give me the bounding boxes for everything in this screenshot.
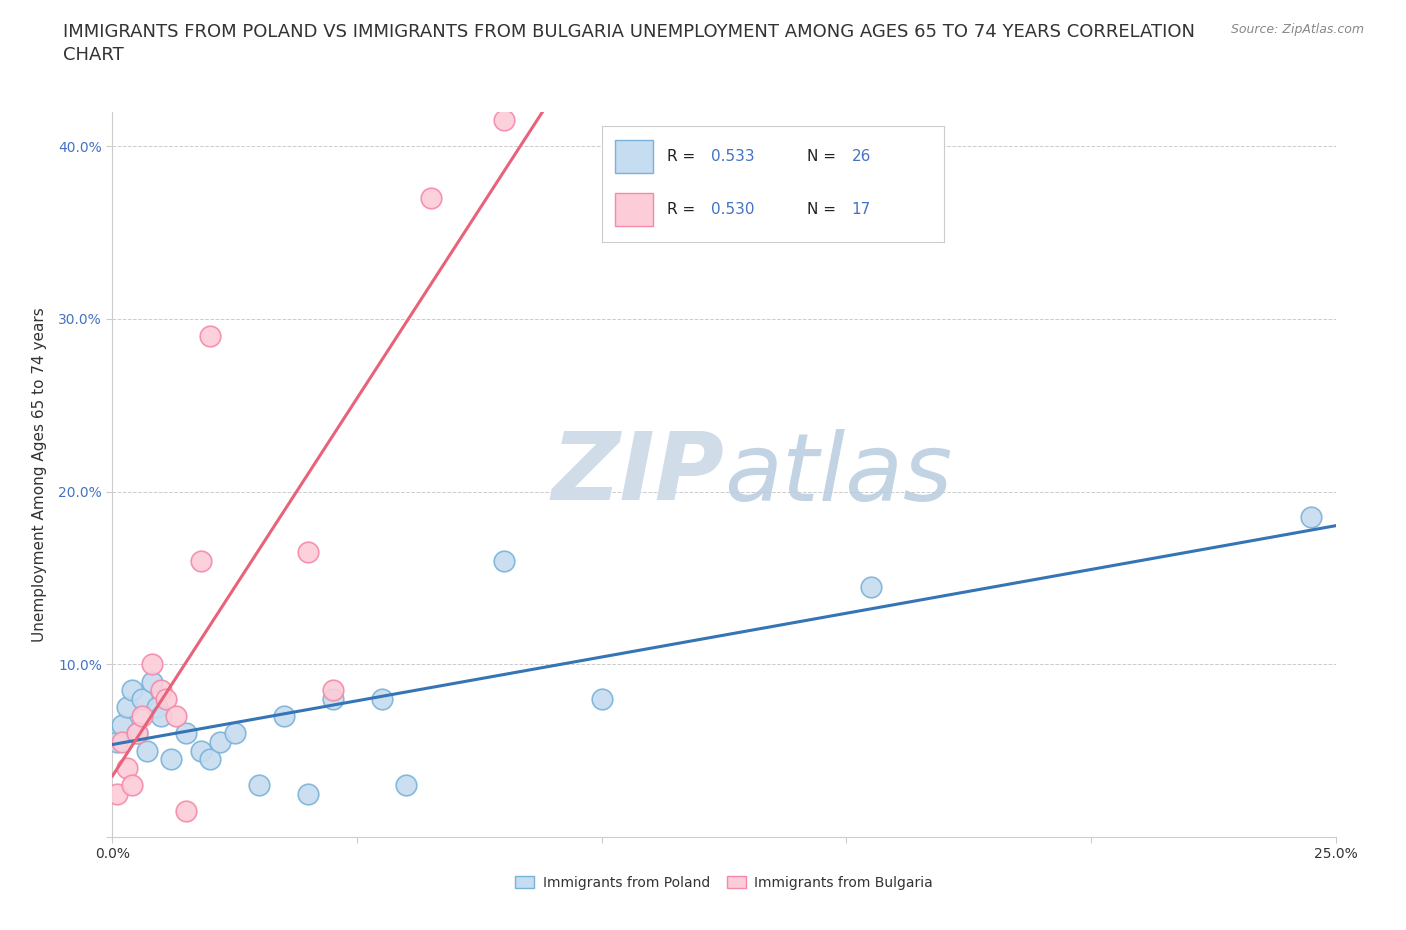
Point: [105, 787, 128, 802]
Point: [209, 735, 232, 750]
Point: [115, 700, 138, 715]
Point: [145, 700, 167, 715]
Y-axis label: Unemployment Among Ages 65 to 74 years: Unemployment Among Ages 65 to 74 years: [32, 307, 46, 642]
Point: [111, 717, 134, 732]
Point: [131, 691, 153, 706]
Point: [105, 735, 128, 750]
Point: [165, 709, 187, 724]
Point: [160, 751, 183, 766]
Point: [111, 735, 134, 750]
Point: [141, 657, 163, 671]
Point: [141, 674, 163, 689]
Point: [135, 743, 157, 758]
Point: [247, 777, 270, 792]
Text: IMMIGRANTS FROM POLAND VS IMMIGRANTS FROM BULGARIA UNEMPLOYMENT AMONG AGES 65 TO: IMMIGRANTS FROM POLAND VS IMMIGRANTS FRO…: [63, 23, 1195, 41]
Point: [591, 691, 613, 706]
Point: [273, 709, 295, 724]
Point: [121, 683, 143, 698]
Point: [322, 691, 344, 706]
Point: [224, 726, 246, 741]
Point: [492, 553, 515, 568]
Point: [859, 579, 882, 594]
Point: [370, 691, 392, 706]
Point: [174, 726, 197, 741]
Point: [200, 751, 222, 766]
Text: CHART: CHART: [63, 46, 124, 64]
Point: [155, 691, 177, 706]
Text: ZIP: ZIP: [551, 429, 724, 520]
Point: [150, 683, 173, 698]
Point: [115, 761, 138, 776]
Point: [395, 777, 418, 792]
Point: [297, 545, 319, 560]
Legend: Immigrants from Poland, Immigrants from Bulgaria: Immigrants from Poland, Immigrants from …: [509, 870, 939, 896]
Point: [190, 743, 212, 758]
Point: [322, 683, 344, 698]
Point: [125, 726, 148, 741]
Point: [492, 113, 515, 127]
Text: Source: ZipAtlas.com: Source: ZipAtlas.com: [1230, 23, 1364, 36]
Point: [174, 804, 197, 818]
Point: [200, 328, 222, 343]
Point: [419, 191, 441, 206]
Point: [1301, 510, 1323, 525]
Point: [121, 777, 143, 792]
Point: [190, 553, 212, 568]
Text: atlas: atlas: [724, 429, 952, 520]
Point: [297, 787, 319, 802]
Point: [125, 726, 148, 741]
Point: [150, 709, 173, 724]
Point: [131, 709, 153, 724]
